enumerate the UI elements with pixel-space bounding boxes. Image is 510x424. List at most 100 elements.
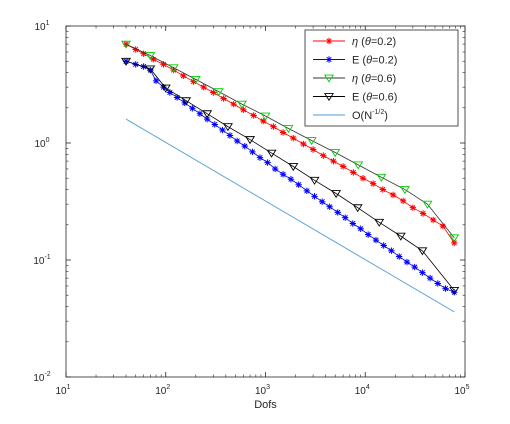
data-point [152, 77, 160, 85]
data-point [300, 140, 307, 148]
legend: η (θ=0.2) E (θ=0.2) η (θ=0.6) E (θ=0.6) O(N-… [304, 29, 459, 127]
data-point [219, 126, 226, 134]
data-point [290, 134, 297, 142]
data-point [451, 239, 458, 247]
data-point [196, 110, 204, 117]
x-tick-label: 101 [55, 384, 70, 397]
data-point [411, 263, 418, 271]
legend-entry: E (θ=0.6) [313, 92, 397, 104]
data-point [173, 94, 181, 101]
data-point [236, 100, 247, 109]
data-point [245, 136, 256, 145]
legend-entry: η (θ=0.2) [313, 36, 396, 48]
data-point [396, 253, 403, 260]
data-point [287, 176, 295, 183]
data-point [264, 159, 271, 166]
data-point [422, 200, 433, 209]
y-tick-label: 10-2 [33, 371, 50, 384]
data-point [419, 269, 426, 276]
x-tick-label: 102 [155, 384, 170, 397]
series-0 [122, 40, 458, 247]
data-point [203, 115, 211, 123]
data-point [334, 209, 341, 216]
data-point [349, 220, 356, 227]
x-tick-label: 105 [454, 384, 469, 397]
series-4 [125, 118, 455, 313]
data-point [132, 46, 139, 53]
data-point [409, 204, 417, 211]
data-point [222, 123, 233, 132]
data-point [331, 190, 342, 199]
data-point [121, 40, 132, 49]
data-point [147, 66, 154, 74]
data-point [160, 83, 167, 91]
series-line [125, 43, 455, 238]
data-point [376, 173, 387, 182]
data-point [256, 154, 264, 161]
data-point [350, 169, 357, 176]
data-point [190, 78, 197, 85]
data-point [364, 231, 372, 238]
data-point [369, 180, 377, 187]
legend-label: E (θ=0.2) [352, 55, 397, 67]
data-point [160, 61, 167, 68]
data-point [374, 218, 385, 227]
data-point [279, 171, 287, 178]
data-point [311, 193, 318, 200]
series-1 [122, 58, 458, 296]
data-point [417, 247, 428, 256]
series-3 [121, 57, 460, 296]
data-point [210, 89, 217, 96]
data-point [279, 129, 287, 136]
data-point [180, 72, 187, 80]
data-point [168, 64, 179, 73]
data-point [353, 161, 364, 170]
data-point [342, 214, 349, 221]
data-point [339, 163, 347, 170]
data-point [211, 121, 218, 128]
data-point [372, 236, 380, 244]
data-point [145, 65, 156, 74]
data-point [403, 258, 411, 266]
data-point [309, 146, 317, 153]
data-point [122, 40, 130, 48]
data-point [451, 289, 458, 296]
data-point [266, 149, 277, 158]
data-point [419, 210, 427, 217]
data-point [226, 132, 234, 139]
data-point [389, 191, 397, 199]
data-point [318, 198, 326, 205]
data-point [388, 247, 395, 254]
data-point [449, 234, 460, 243]
data-point [320, 152, 327, 159]
data-point [442, 285, 449, 292]
data-point [309, 176, 320, 185]
x-axis-label: Dofs [254, 399, 277, 411]
data-point [249, 148, 256, 156]
x-tick-label: 103 [255, 384, 270, 397]
data-point [380, 242, 387, 249]
data-point [230, 100, 237, 108]
data-point [395, 232, 406, 241]
data-point [189, 105, 196, 112]
data-point [160, 84, 171, 93]
data-point [190, 75, 201, 84]
data-point [399, 186, 410, 195]
data-point [330, 149, 341, 158]
series-line [125, 43, 455, 244]
data-point [233, 137, 241, 145]
data-point [379, 186, 387, 193]
data-point [449, 286, 460, 296]
data-point [260, 117, 267, 125]
data-point [426, 274, 434, 282]
data-point [295, 181, 302, 188]
y-tick-label: 10-1 [33, 254, 50, 267]
series-line [125, 118, 455, 313]
data-point [166, 89, 174, 96]
data-point [170, 66, 177, 74]
data-point [181, 97, 192, 106]
data-point [399, 197, 407, 205]
data-point [240, 106, 247, 114]
legend-label: E (θ=0.6) [352, 92, 397, 104]
data-point [213, 88, 224, 97]
